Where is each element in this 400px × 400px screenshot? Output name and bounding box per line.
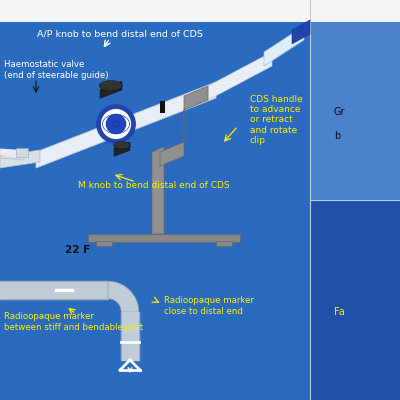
FancyArrowPatch shape xyxy=(128,368,132,371)
Ellipse shape xyxy=(99,80,122,90)
Circle shape xyxy=(106,114,126,134)
Text: b: b xyxy=(334,131,340,141)
Text: A/P knob to bend distal end of CDS: A/P knob to bend distal end of CDS xyxy=(37,30,203,38)
Ellipse shape xyxy=(114,142,130,149)
Text: CDS handle
to advance
or retract
and rotate
clip: CDS handle to advance or retract and rot… xyxy=(250,95,303,145)
Bar xyxy=(216,241,232,246)
Polygon shape xyxy=(88,234,240,242)
Polygon shape xyxy=(152,147,164,234)
Polygon shape xyxy=(208,52,272,100)
Text: Fa: Fa xyxy=(334,307,345,317)
Polygon shape xyxy=(100,81,122,98)
Text: Haemostatic valve
(end of steerable guide): Haemostatic valve (end of steerable guid… xyxy=(4,60,108,80)
Polygon shape xyxy=(0,150,40,168)
Bar xyxy=(96,241,112,246)
Text: 22 F: 22 F xyxy=(65,245,91,255)
Text: M knob to bend distal end of CDS: M knob to bend distal end of CDS xyxy=(78,182,230,190)
Text: Radioopaque marker
between stiff and bendable part: Radioopaque marker between stiff and ben… xyxy=(4,312,143,332)
Polygon shape xyxy=(264,26,304,66)
Polygon shape xyxy=(292,20,310,44)
Bar xyxy=(0,0,310,400)
Polygon shape xyxy=(108,281,139,312)
Polygon shape xyxy=(114,142,130,156)
Polygon shape xyxy=(160,86,208,166)
Circle shape xyxy=(97,105,135,143)
Polygon shape xyxy=(36,82,216,168)
Bar xyxy=(160,101,165,113)
Text: Radioopaque marker
close to distal end: Radioopaque marker close to distal end xyxy=(164,296,254,316)
Text: Gr: Gr xyxy=(334,107,346,117)
Bar xyxy=(0,0,400,22)
Bar xyxy=(310,0,400,200)
Bar xyxy=(310,200,400,400)
Bar xyxy=(16,148,28,157)
Circle shape xyxy=(102,110,130,138)
